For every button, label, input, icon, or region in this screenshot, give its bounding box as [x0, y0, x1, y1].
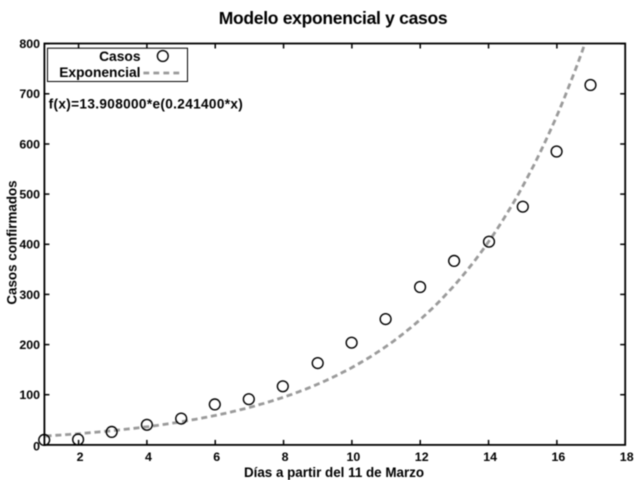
- svg-text:10: 10: [347, 450, 361, 464]
- svg-text:Casos confirmados: Casos confirmados: [5, 180, 20, 304]
- svg-text:0: 0: [33, 439, 40, 453]
- svg-text:600: 600: [19, 137, 40, 151]
- svg-text:Exponencial: Exponencial: [59, 65, 140, 80]
- svg-text:500: 500: [19, 188, 40, 202]
- svg-text:12: 12: [415, 450, 429, 464]
- svg-text:100: 100: [19, 388, 40, 402]
- svg-text:4: 4: [145, 450, 152, 464]
- svg-text:16: 16: [552, 450, 566, 464]
- svg-text:f(x)=13.908000*e(0.241400*x): f(x)=13.908000*e(0.241400*x): [49, 96, 244, 111]
- svg-text:400: 400: [19, 238, 40, 252]
- svg-text:Modelo exponencial y casos: Modelo exponencial y casos: [219, 8, 448, 28]
- svg-text:700: 700: [19, 87, 40, 101]
- svg-text:Días a partir del 11 de Marzo: Días a partir del 11 de Marzo: [244, 465, 424, 480]
- svg-text:800: 800: [19, 37, 40, 51]
- svg-text:6: 6: [213, 450, 220, 464]
- svg-text:2: 2: [77, 450, 84, 464]
- svg-text:200: 200: [19, 338, 40, 352]
- svg-text:18: 18: [620, 450, 634, 464]
- svg-text:14: 14: [483, 450, 497, 464]
- svg-text:8: 8: [282, 450, 289, 464]
- svg-text:300: 300: [19, 288, 40, 302]
- svg-text:Casos: Casos: [99, 49, 141, 64]
